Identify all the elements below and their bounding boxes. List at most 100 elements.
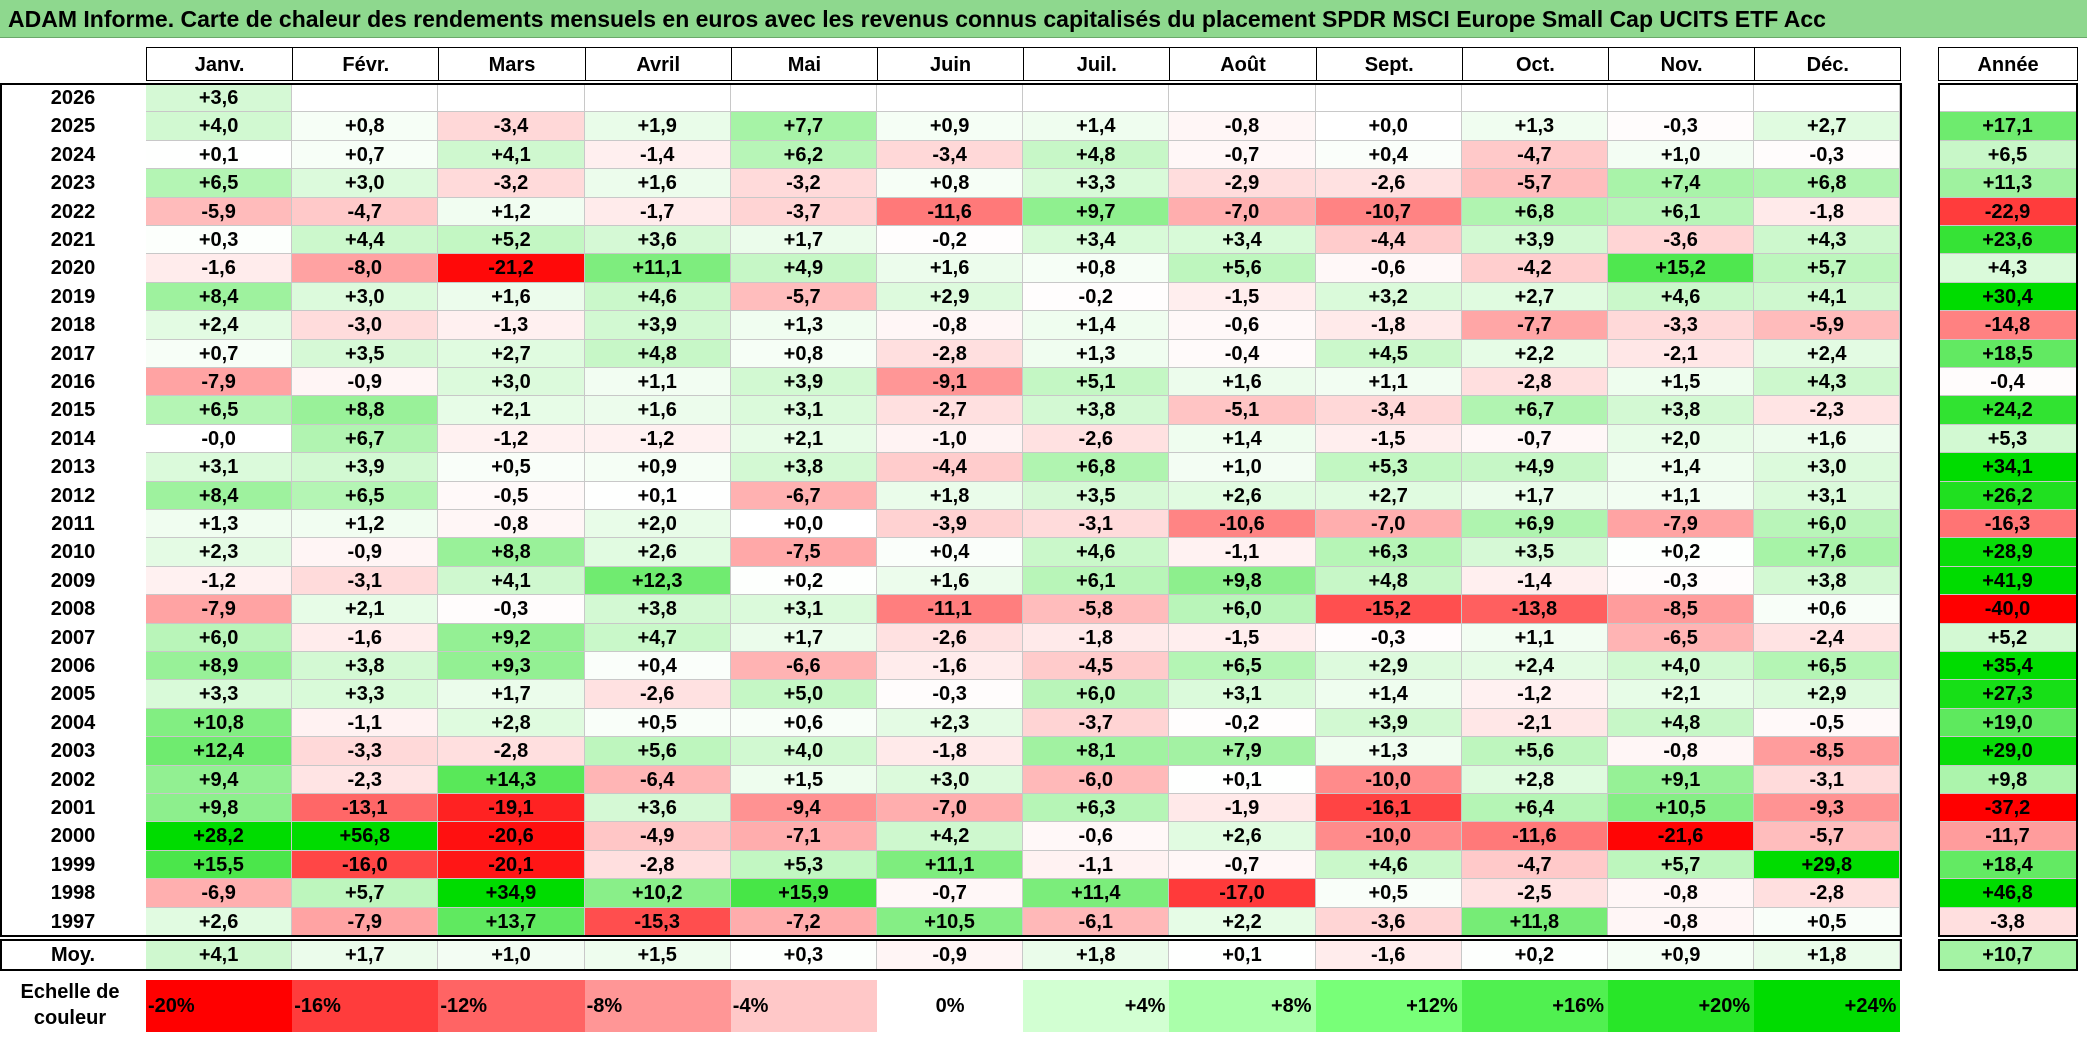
heatmap-cell: +4,1 (438, 566, 585, 596)
heatmap-cell: -7,0 (1169, 197, 1316, 226)
year-label: 1999 (50, 853, 96, 876)
heatmap-cell: +1,1 (1608, 481, 1755, 510)
month-header: Janv. (146, 47, 294, 81)
heatmap-cell: +1,1 (584, 368, 731, 397)
average-label: Moy. (50, 944, 96, 966)
year-label: 2017 (50, 342, 96, 365)
heatmap-cell: -0,9 (292, 538, 439, 567)
heatmap-cell: -6,0 (1023, 765, 1170, 794)
heatmap-cell: -6,9 (146, 879, 293, 908)
heatmap-cell: +3,3 (292, 680, 439, 709)
heatmap-cell: +6,8 (1461, 197, 1608, 226)
heatmap-cell: +3,1 (1169, 680, 1316, 709)
heatmap-cell: -1,8 (877, 737, 1024, 766)
heatmap-cell: +1,6 (438, 282, 585, 312)
heatmap-cell: +11,1 (584, 254, 731, 283)
heatmap-cell: -1,6 (292, 623, 439, 652)
heatmap-cell: +10,8 (146, 708, 293, 738)
heatmap-cell: -5,7 (730, 282, 877, 312)
annual-cell: +18,4 (1938, 850, 2078, 880)
heatmap-cell: +4,3 (1754, 226, 1901, 255)
heatmap-cell: +15,9 (730, 879, 877, 908)
heatmap-cell: +5,2 (438, 226, 585, 255)
heatmap-cell: -3,1 (292, 566, 439, 596)
heatmap-cell: +3,8 (1023, 396, 1170, 425)
heatmap-cell: -4,7 (1461, 850, 1608, 880)
heatmap-cell: +8,1 (1023, 737, 1170, 766)
heatmap-cell: +2,4 (1461, 652, 1608, 681)
color-scale-swatch: +16% (1461, 980, 1608, 1032)
heatmap-cell: -9,1 (877, 368, 1024, 397)
average-cell: -1,6 (1315, 940, 1462, 970)
annual-cell: +9,8 (1938, 765, 2078, 794)
heatmap-cell: -1,1 (292, 708, 439, 738)
annual-cell: +34,1 (1938, 453, 2078, 482)
year-label: 2002 (50, 768, 96, 791)
heatmap-cell: -3,7 (730, 197, 877, 226)
heatmap-cell: +0,4 (877, 538, 1024, 567)
heatmap-cell: +3,9 (584, 311, 731, 340)
heatmap-cell: +2,1 (1608, 680, 1755, 709)
heatmap-cell: +1,3 (1023, 339, 1170, 368)
heatmap-cell: +6,1 (1023, 566, 1170, 596)
heatmap-cell: -6,5 (1608, 623, 1755, 652)
heatmap-cell: +3,4 (1023, 226, 1170, 255)
heatmap-cell: +2,6 (584, 538, 731, 567)
heatmap-cell: -2,9 (1169, 169, 1316, 198)
heatmap-cell: -1,8 (1754, 197, 1901, 226)
heatmap-cell: +1,2 (292, 510, 439, 539)
annual-cell: +11,3 (1938, 169, 2078, 198)
heatmap-cell: -6,1 (1023, 907, 1170, 936)
year-label: 2011 (51, 513, 95, 535)
heatmap-cell: +5,1 (1023, 368, 1170, 397)
heatmap-cell: +6,0 (1023, 680, 1170, 709)
heatmap-cell: -3,0 (292, 311, 439, 340)
heatmap-cell: +6,0 (146, 623, 293, 652)
heatmap-cell: +4,5 (1315, 339, 1462, 368)
heatmap-cell: +29,8 (1754, 850, 1901, 880)
heatmap-cell: +4,0 (730, 737, 877, 766)
heatmap-cell: -7,0 (877, 794, 1024, 823)
heatmap-cell: +5,6 (584, 737, 731, 766)
heatmap-cell: -0,8 (1608, 879, 1755, 908)
annual-cell: +30,4 (1938, 282, 2078, 312)
heatmap-cell: -7,0 (1315, 510, 1462, 539)
heatmap-cell: +3,0 (877, 765, 1024, 794)
heatmap-cell: -1,7 (584, 197, 731, 226)
heatmap-cell: +11,4 (1023, 879, 1170, 908)
year-label: 2026 (50, 87, 96, 109)
heatmap-cell (1754, 84, 1901, 113)
month-header: Déc. (1754, 47, 1902, 81)
heatmap-cell: +11,1 (877, 850, 1024, 880)
color-scale-swatch: +24% (1754, 980, 1901, 1032)
heatmap-cell: -0,7 (1169, 850, 1316, 880)
heatmap-cell: +6,8 (1754, 169, 1901, 198)
year-label: 2009 (50, 569, 96, 592)
heatmap-cell: +2,1 (292, 595, 439, 624)
heatmap-cell: -1,4 (584, 140, 731, 170)
heatmap-cell: +28,2 (146, 822, 293, 851)
average-cell: +1,5 (584, 940, 731, 970)
heatmap-cell: -0,9 (292, 368, 439, 397)
heatmap-cell: +12,3 (584, 566, 731, 596)
heatmap-cell: +4,0 (146, 112, 293, 141)
heatmap-cell: +6,0 (1169, 595, 1316, 624)
heatmap-cell: -20,1 (438, 850, 585, 880)
heatmap-cell: -0,8 (1169, 112, 1316, 141)
annual-cell: +27,3 (1938, 680, 2078, 709)
heatmap-cell (438, 84, 585, 113)
year-label: 2022 (50, 200, 96, 223)
heatmap-cell: +15,2 (1608, 254, 1755, 283)
annual-cell: +29,0 (1938, 737, 2078, 766)
heatmap-cell: +4,6 (1023, 538, 1170, 567)
color-scale-swatch: +20% (1608, 980, 1755, 1032)
heatmap-cell: +4,1 (1754, 282, 1901, 312)
heatmap-cell: -3,4 (877, 140, 1024, 170)
heatmap-cell: +0,1 (584, 481, 731, 510)
heatmap-cell: +0,7 (292, 140, 439, 170)
heatmap-cell: +1,3 (146, 510, 293, 539)
heatmap-cell: +1,6 (1169, 368, 1316, 397)
heatmap-cell: -7,9 (1608, 510, 1755, 539)
color-scale-swatch: -20% (146, 980, 293, 1032)
